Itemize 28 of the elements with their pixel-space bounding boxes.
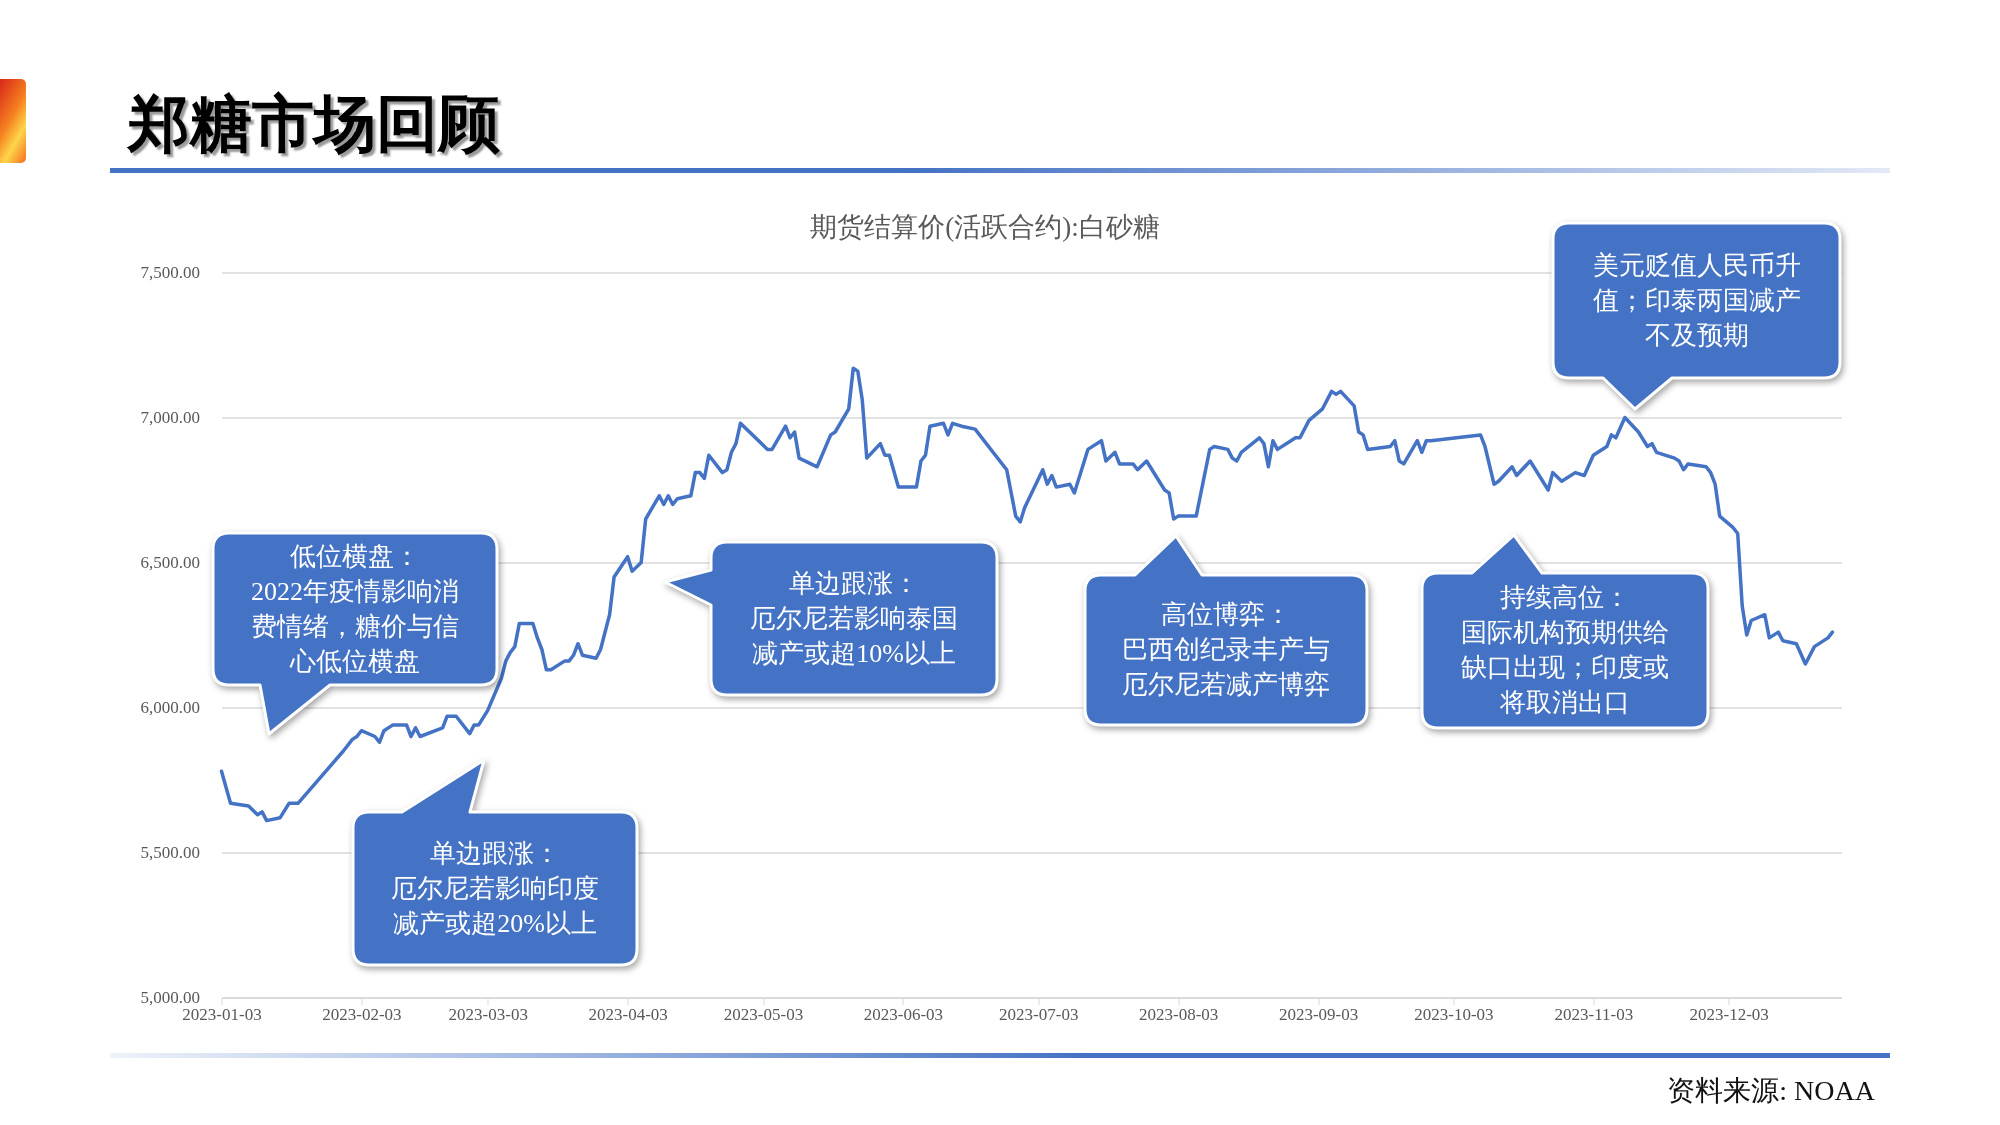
x-tick-label: 2023-10-03 — [1414, 1005, 1494, 1024]
x-tick-label: 2023-02-03 — [322, 1005, 402, 1024]
x-tick-label: 2023-11-03 — [1554, 1005, 1634, 1024]
y-tick-label: 7,500.00 — [140, 263, 200, 282]
annotation: 低位横盘：2022年疫情影响消费情绪，糖价与信心低位横盘 — [251, 541, 459, 676]
line-series — [219, 366, 1835, 823]
x-tick-label: 2023-01-03 — [182, 1005, 262, 1024]
annotation: 单边跟涨：厄尔尼若影响泰国减产或超10%以上 — [750, 568, 958, 668]
annotation: 单边跟涨：厄尔尼若影响印度减产或超20%以上 — [391, 838, 599, 938]
y-tick-label: 7,000.00 — [140, 408, 200, 427]
x-tick-label: 2023-06-03 — [863, 1005, 944, 1024]
y-tick-label: 6,500.00 — [140, 553, 200, 572]
x-tick-label: 2023-12-03 — [1689, 1005, 1769, 1024]
x-tick-label: 2023-04-03 — [588, 1005, 668, 1024]
x-tick-label: 2023-05-03 — [723, 1005, 804, 1024]
annotation: 持续高位：国际机构预期供给缺口出现；印度或将取消出口 — [1461, 583, 1669, 717]
x-tick-label: 2023-09-03 — [1278, 1005, 1359, 1024]
chart-subtitle: 期货结算价(活跃合约):白砂糖 — [810, 211, 1160, 244]
x-tick-label: 2023-07-03 — [999, 1005, 1079, 1024]
y-tick-label: 6,000.00 — [140, 698, 200, 717]
annotation: 美元贬值人民币升值；印泰两国减产不及预期 — [1592, 250, 1801, 350]
text: 资料来源: NOAA — [1667, 1074, 1875, 1108]
y-tick-label: 5,000.00 — [140, 988, 200, 1007]
annotation: 高位博弈：巴西创纪录丰产与厄尔尼若减产博弈 — [1122, 600, 1330, 699]
x-tick-label: 2023-08-03 — [1138, 1005, 1219, 1024]
y-tick-label: 5,500.00 — [140, 843, 200, 862]
chart-title: 郑糖市场回顾 — [128, 86, 500, 162]
x-tick-label: 2023-03-03 — [448, 1005, 528, 1024]
